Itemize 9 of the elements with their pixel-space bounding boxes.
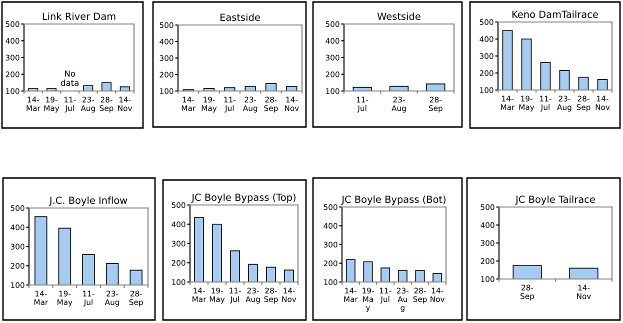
chart-title: JC Boyle Tailrace	[515, 195, 595, 205]
chart-title: Keno DamTailrace	[512, 10, 598, 18]
chart-title: JC Boyle Bypass (Bot)	[341, 195, 446, 205]
chart-title: Eastside	[220, 13, 260, 21]
chart-title: JC Boyle Bypass (Top)	[191, 193, 296, 203]
chart-title: Link River Dam	[42, 12, 116, 20]
annotation: No data	[60, 70, 78, 86]
chart-title: J.C. Boyle Inflow	[48, 196, 128, 206]
chart-title: Westside	[377, 12, 420, 20]
